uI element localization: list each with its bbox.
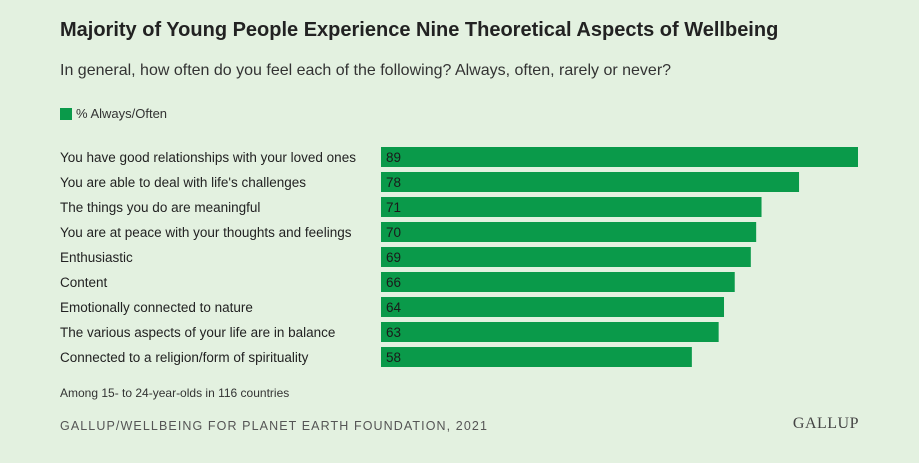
category-label: You have good relationships with your lo… — [60, 150, 356, 165]
bar — [381, 197, 762, 217]
category-label: You are at peace with your thoughts and … — [60, 225, 352, 240]
data-label: 63 — [386, 325, 401, 340]
chart-legend: % Always/Often — [60, 106, 167, 121]
category-label: Content — [60, 275, 108, 290]
data-label: 58 — [386, 350, 401, 365]
category-label: You are able to deal with life's challen… — [60, 175, 306, 190]
data-label: 78 — [386, 175, 401, 190]
data-label: 70 — [386, 225, 401, 240]
bar — [381, 172, 800, 192]
bar — [381, 272, 735, 292]
bar — [381, 322, 719, 342]
category-label: Emotionally connected to nature — [60, 300, 253, 315]
bar — [381, 297, 725, 317]
category-label: Enthusiastic — [60, 250, 133, 265]
legend-swatch — [60, 107, 72, 120]
bar — [381, 222, 757, 242]
data-label: 89 — [386, 150, 401, 165]
bar — [381, 247, 751, 267]
bar — [381, 147, 858, 167]
data-label: 69 — [386, 250, 401, 265]
data-label: 66 — [386, 275, 401, 290]
chart-note: Among 15- to 24-year-olds in 116 countri… — [60, 386, 290, 400]
bar — [381, 347, 692, 367]
chart-subtitle: In general, how often do you feel each o… — [60, 62, 672, 79]
gallup-logo: GALLUP — [792, 415, 859, 432]
legend-label: % Always/Often — [76, 106, 168, 121]
chart-title: Majority of Young People Experience Nine… — [60, 19, 779, 41]
category-label: Connected to a religion/form of spiritua… — [60, 350, 309, 365]
data-label: 71 — [386, 200, 401, 215]
chart-source: GALLUP/WELLBEING FOR PLANET EARTH FOUNDA… — [60, 419, 489, 433]
category-label: The various aspects of your life are in … — [60, 325, 335, 340]
category-label: The things you do are meaningful — [60, 200, 260, 215]
data-label: 64 — [386, 300, 402, 315]
